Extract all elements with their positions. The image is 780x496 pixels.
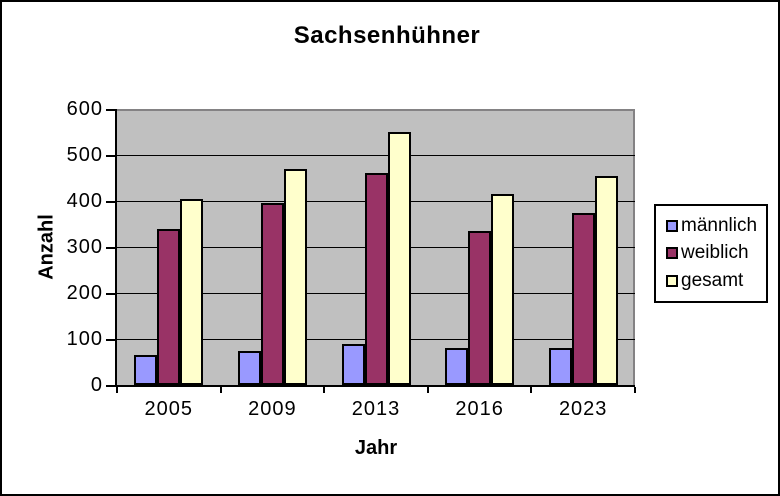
x-tick-label-2013: 2013	[351, 398, 401, 420]
legend-label-gesamt: gesamt	[681, 270, 744, 292]
legend-swatch-männlich	[666, 219, 678, 232]
y-tick-label-300: 300	[66, 236, 103, 258]
y-axis-tick-100	[106, 338, 115, 341]
y-axis-tick-0	[106, 384, 115, 387]
y-axis-tick-300	[106, 246, 115, 249]
bar-männlich-2009	[237, 350, 261, 385]
y-axis-tick-200	[106, 292, 115, 295]
y-tick-label-600: 600	[66, 98, 103, 120]
x-axis-tick-1	[219, 387, 222, 393]
legend-item-gesamt: gesamt	[666, 270, 766, 292]
y-tick-label-500: 500	[66, 144, 103, 166]
y-tick-label-100: 100	[66, 328, 103, 350]
bar-männlich-2016	[445, 348, 469, 385]
x-axis-tick-5	[634, 387, 636, 393]
x-axis-tick-2	[323, 387, 326, 393]
legend-item-weiblich: weiblich	[666, 242, 766, 264]
x-tick-label-2009: 2009	[248, 398, 297, 420]
y-tick-label-200: 200	[66, 282, 103, 304]
bar-gesamt-2016	[491, 194, 515, 385]
legend-label-weiblich: weiblich	[681, 242, 749, 264]
x-axis-title: Jahr	[354, 437, 398, 459]
bar-gesamt-2009	[283, 168, 307, 385]
bar-gesamt-2013	[387, 132, 411, 385]
bar-weiblich-2016	[468, 230, 492, 385]
bar-weiblich-2009	[260, 203, 284, 385]
x-axis-line	[115, 385, 635, 387]
y-tick-label-400: 400	[66, 190, 103, 212]
bar-gesamt-2023	[594, 175, 618, 385]
y-axis-line	[115, 109, 117, 387]
bar-weiblich-2005	[157, 228, 181, 385]
y-tick-label-0: 0	[90, 374, 103, 396]
legend-swatch-weiblich	[666, 247, 678, 260]
x-tick-label-2005: 2005	[144, 398, 194, 420]
x-axis-tick-4	[530, 387, 533, 393]
y-axis-tick-600	[106, 108, 115, 111]
bar-männlich-2013	[341, 343, 365, 385]
legend-item-männlich: männlich	[666, 215, 766, 237]
x-tick-label-2016: 2016	[455, 398, 504, 420]
x-axis-tick-0	[116, 387, 118, 393]
bar-männlich-2005	[134, 355, 158, 385]
legend: männlich weiblich gesamt	[654, 204, 768, 303]
x-axis-tick-3	[426, 387, 429, 393]
bar-weiblich-2013	[364, 173, 388, 385]
chart-title: Sachsenhühner	[293, 22, 481, 49]
legend-swatch-gesamt	[666, 275, 678, 288]
y-axis-title: Anzahl	[35, 214, 58, 280]
bar-weiblich-2023	[571, 212, 595, 385]
bar-gesamt-2005	[180, 198, 204, 385]
y-axis-tick-400	[106, 200, 115, 203]
x-tick-label-2023: 2023	[558, 398, 608, 420]
y-axis-tick-500	[106, 154, 115, 157]
gridline-500	[117, 155, 635, 156]
legend-label-männlich: männlich	[681, 214, 758, 236]
bar-männlich-2023	[548, 348, 572, 385]
